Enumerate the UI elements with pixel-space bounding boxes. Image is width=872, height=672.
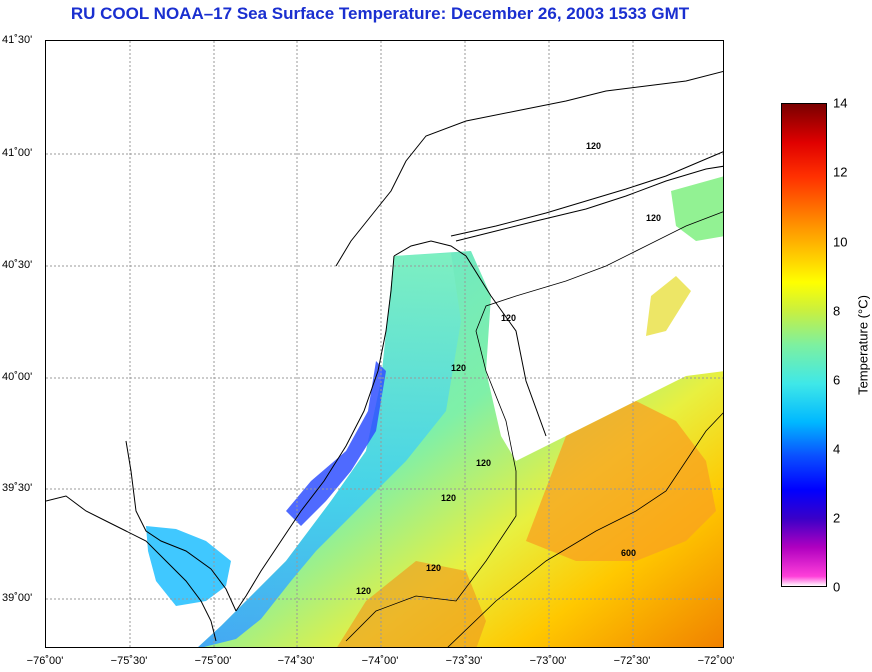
colorbar-tick: 2 (833, 510, 841, 526)
lon-label: −74˚00' (361, 655, 399, 667)
colorbar-tick: 10 (833, 234, 848, 250)
lat-label: 40˚00' (2, 371, 33, 383)
temperature-colorbar (781, 103, 827, 587)
sst-field-coastal (286, 361, 386, 526)
isobath-label: 120 (476, 458, 491, 468)
sst-field-delaware-bay (146, 526, 231, 606)
isobath-label: 120 (501, 313, 516, 323)
lat-label: 40˚30' (2, 259, 33, 271)
graticule (46, 41, 723, 647)
isobath-label: 120 (426, 563, 441, 573)
isobath-label: 600 (621, 548, 636, 558)
sst-field-ne-patch-2 (646, 276, 691, 336)
lat-label: 41˚30' (2, 34, 33, 46)
sst-map-canvas: 120 120 120 120 120 120 120 120 600 (46, 41, 723, 647)
lat-label: 41˚00' (2, 147, 33, 159)
lon-label: −73˚30' (445, 655, 483, 667)
lon-label: −75˚00' (194, 655, 232, 667)
isobaths (345, 211, 723, 647)
isobath-label: 120 (441, 493, 456, 503)
sst-field-offshore-warm (526, 401, 716, 561)
isobath-label: 120 (646, 213, 661, 223)
lon-label: −72˚00' (697, 655, 735, 667)
isobath-label: 120 (586, 141, 601, 151)
isobath-label-group: 120 120 120 120 120 120 120 120 600 (356, 141, 661, 596)
lat-label: 39˚30' (2, 482, 33, 494)
lon-label: −73˚00' (529, 655, 567, 667)
isobath-label: 120 (356, 586, 371, 596)
sst-field-nearshore (198, 253, 461, 647)
colorbar-tick: 0 (833, 579, 841, 595)
coastline (46, 70, 723, 642)
colorbar-tick: 12 (833, 164, 848, 180)
sst-map[interactable]: 120 120 120 120 120 120 120 120 600 (45, 40, 724, 648)
lon-label: −76˚00' (26, 655, 64, 667)
colorbar-label: Temperature (°C) (855, 295, 871, 395)
lat-label: 39˚00' (2, 592, 33, 604)
lon-label: −75˚30' (110, 655, 148, 667)
colorbar-tick: 4 (833, 441, 841, 457)
map-title: RU COOL NOAA–17 Sea Surface Temperature:… (70, 4, 690, 23)
lon-label: −74˚30' (277, 655, 315, 667)
colorbar-tick: 8 (833, 303, 841, 319)
colorbar-tick: 6 (833, 372, 841, 388)
isobath-label: 120 (451, 363, 466, 373)
colorbar-tick: 14 (833, 95, 848, 111)
lon-label: −72˚30' (613, 655, 651, 667)
sst-field-east-patch (671, 176, 723, 241)
sst-field-south-warm (337, 561, 486, 647)
